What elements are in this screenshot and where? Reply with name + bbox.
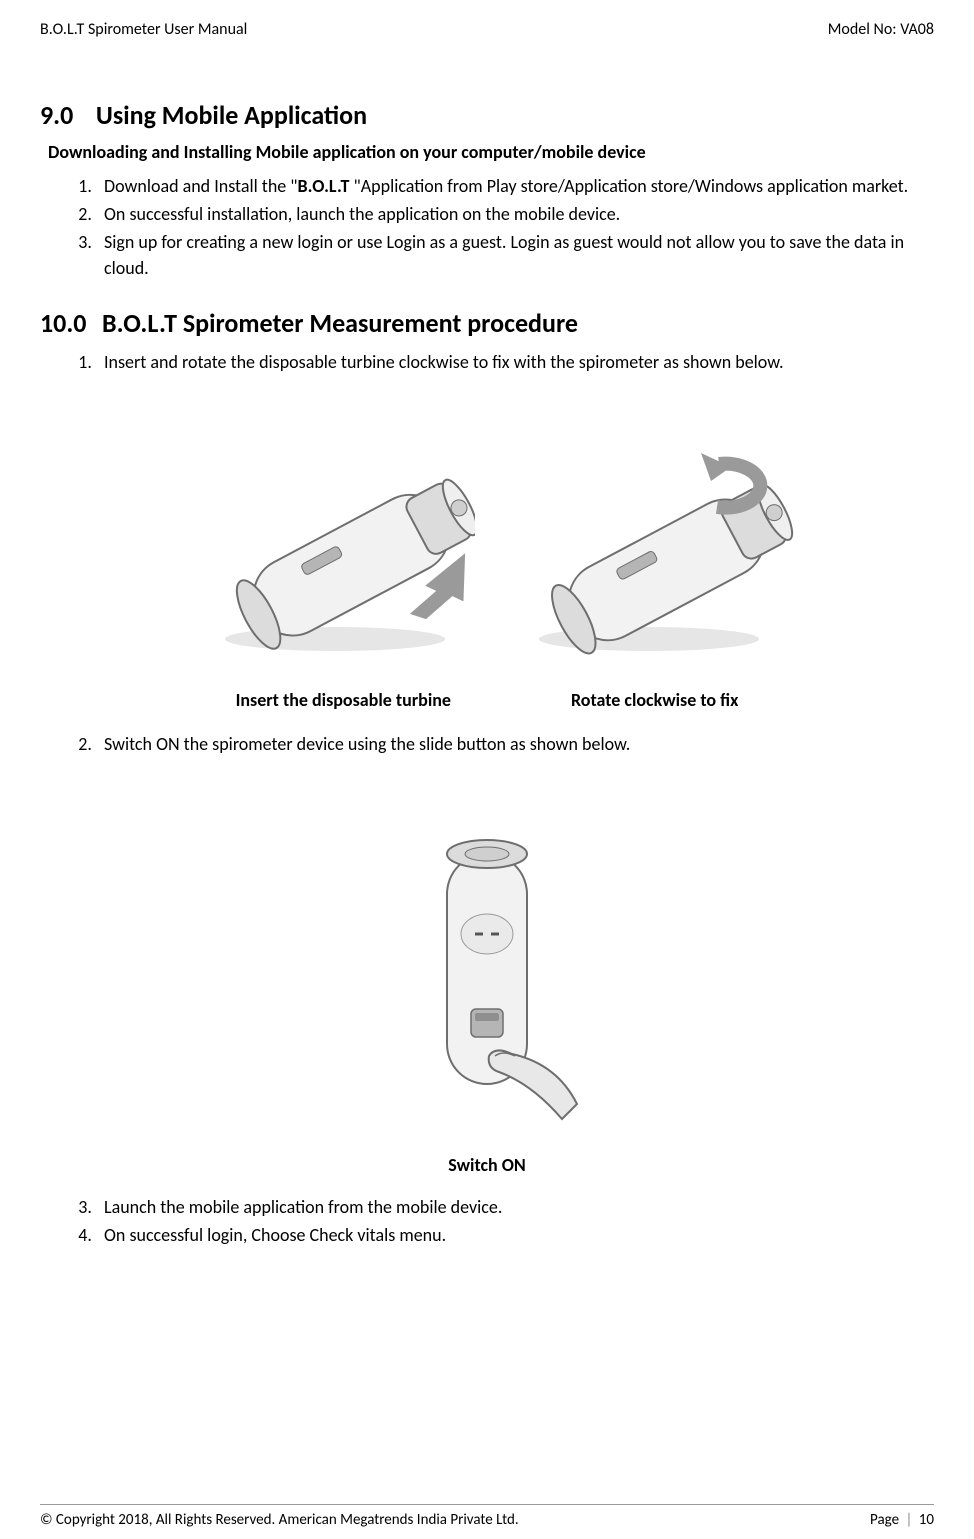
- page-footer: © Copyright 2018, All Rights Reserved. A…: [40, 1504, 934, 1529]
- list-item: On successful login, Choose Check vitals…: [96, 1222, 934, 1248]
- section-9-heading: Using Mobile Application: [96, 99, 367, 131]
- section-9-subheading: Downloading and Installing Mobile applic…: [48, 141, 934, 163]
- finger-icon: [489, 1050, 577, 1119]
- footer-copyright: © Copyright 2018, All Rights Reserved. A…: [40, 1511, 519, 1529]
- text-bold: B.O.L.T: [298, 175, 354, 197]
- page-header: B.O.L.T Spirometer User Manual Model No:…: [40, 20, 934, 39]
- caption-rotate: Rotate clockwise to fix: [571, 689, 738, 711]
- header-left: B.O.L.T Spirometer User Manual: [40, 20, 247, 39]
- list-item: On successful installation, launch the a…: [96, 201, 934, 227]
- section-10-list-a: Insert and rotate the disposable turbine…: [96, 349, 934, 377]
- device-rotate-illustration: [499, 429, 799, 669]
- figure-insert-rotate: [40, 429, 934, 669]
- figure-switch-on: [40, 824, 934, 1144]
- device-insert-illustration: [175, 429, 475, 669]
- section-10-heading: B.O.L.T Spirometer Measurement procedure: [102, 307, 578, 339]
- section-9-list: Download and Install the "B.O.L.T "Appli…: [96, 173, 934, 283]
- list-item: Launch the mobile application from the m…: [96, 1194, 934, 1220]
- header-doc-type: User Manual: [161, 20, 248, 39]
- header-product: B.O.L.T Spirometer: [40, 20, 161, 39]
- section-10-title: 10.0B.O.L.T Spirometer Measurement proce…: [40, 307, 934, 339]
- text-post: "Application from Play store/Application…: [354, 175, 909, 197]
- footer-page: Page | 10: [870, 1511, 934, 1529]
- page-number: 10: [919, 1511, 934, 1529]
- caption-switch-on: Switch ON: [40, 1154, 934, 1176]
- list-item: Sign up for creating a new login or use …: [96, 229, 934, 281]
- list-item: Switch ON the spirometer device using th…: [96, 731, 934, 757]
- list-item: Download and Install the "B.O.L.T "Appli…: [96, 173, 934, 199]
- figure-1-captions: Insert the disposable turbine Rotate clo…: [40, 689, 934, 711]
- text-pre: Download and Install the ": [104, 175, 298, 197]
- section-9-number: 9.0: [40, 99, 90, 131]
- device-switch-illustration: [367, 824, 607, 1144]
- caption-insert: Insert the disposable turbine: [236, 689, 451, 711]
- list-item: Insert and rotate the disposable turbine…: [96, 349, 934, 375]
- page-label: Page: [870, 1511, 899, 1529]
- section-10-number: 10.0: [40, 307, 102, 339]
- section-10-list-b: Switch ON the spirometer device using th…: [96, 731, 934, 759]
- header-right: Model No: VA08: [828, 20, 934, 39]
- section-10-list-c: Launch the mobile application from the m…: [96, 1194, 934, 1250]
- page-sep: |: [905, 1511, 912, 1529]
- section-9-title: 9.0 Using Mobile Application: [40, 99, 934, 131]
